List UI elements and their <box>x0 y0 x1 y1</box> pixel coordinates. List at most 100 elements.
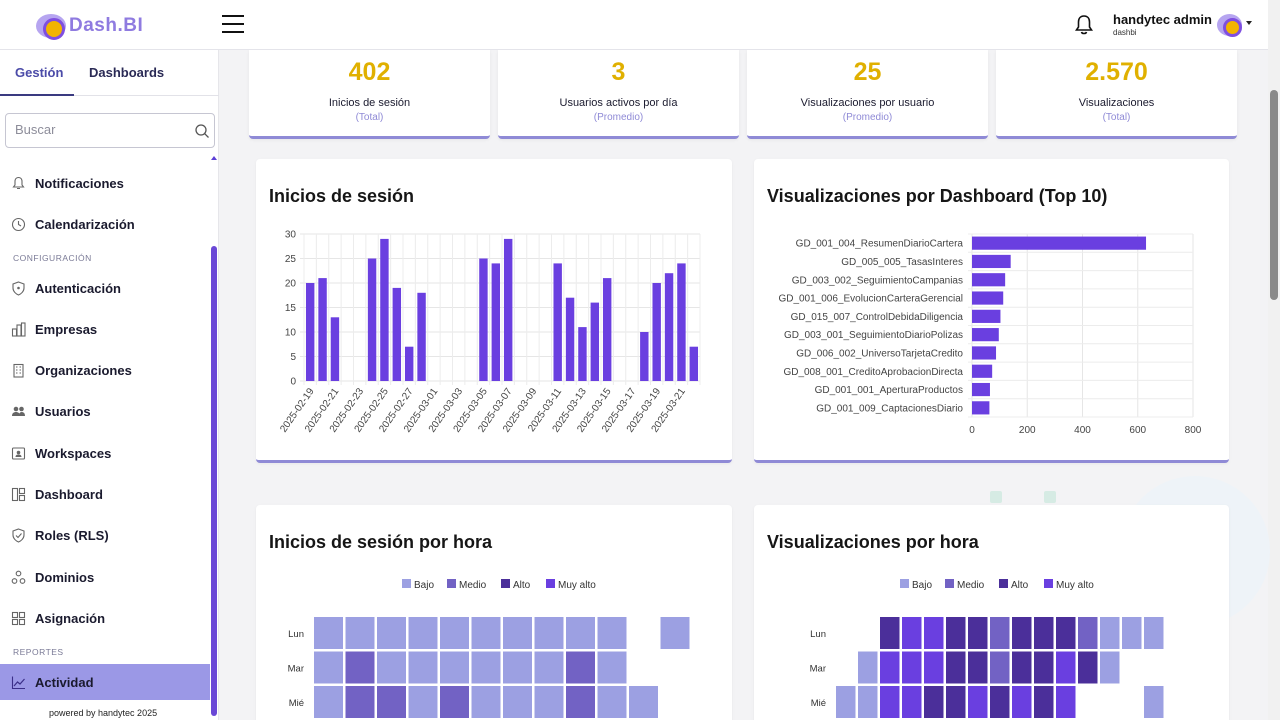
heatmap-cell <box>534 651 564 684</box>
kpi-value: 2.570 <box>1085 58 1148 86</box>
legend-label: Muy alto <box>558 580 596 591</box>
heatmap-cell <box>345 651 375 684</box>
x-tick-label: 200 <box>1019 425 1036 436</box>
chevron-down-icon[interactable] <box>1246 21 1252 25</box>
bar <box>565 297 575 381</box>
bar <box>972 328 999 342</box>
sidebar-item-workspaces[interactable]: Workspaces <box>0 435 210 471</box>
sidebar-item-asignacion[interactable]: Asignación <box>0 600 210 636</box>
tab-gestion[interactable]: Gestión <box>15 65 64 80</box>
logins-bar-chart: 0510152025302025-02-192025-02-212025-02-… <box>278 230 701 435</box>
legend-label: Bajo <box>414 580 434 591</box>
y-tick-label: GD_001_009_CaptacionesDiario <box>816 403 963 414</box>
heatmap-cell <box>946 686 966 718</box>
heatmap-cell <box>924 686 944 718</box>
top-bar: Dash.BI handytec admin dashbi <box>0 0 1268 50</box>
bar <box>972 236 1147 250</box>
y-tick-label: GD_006_002_UniversoTarjetaCredito <box>796 348 963 359</box>
y-tick-label: 10 <box>285 328 297 339</box>
kpi-card-views: 2.570 Visualizaciones (Total) <box>996 50 1237 139</box>
heatmap-cell <box>345 686 375 718</box>
heatmap-cell <box>990 651 1010 684</box>
heatmap-cell <box>1012 617 1032 649</box>
heatmap-cell <box>629 686 658 718</box>
scrollbar-thumb[interactable] <box>1270 90 1278 300</box>
legend-swatch <box>900 579 909 588</box>
heatmap-cell <box>660 617 690 649</box>
bar <box>972 346 997 360</box>
heatmap-cell <box>946 617 966 649</box>
sidebar-item-dominios[interactable]: Dominios <box>0 559 210 595</box>
user-menu[interactable]: handytec admin dashbi <box>1113 12 1212 37</box>
page-scrollbar[interactable] <box>1268 0 1280 720</box>
legend-swatch <box>447 579 456 588</box>
legend-label: Alto <box>1011 580 1029 591</box>
legend-label: Muy alto <box>1056 580 1094 591</box>
bar <box>491 263 501 381</box>
sidebar-item-notificaciones[interactable]: Notificaciones <box>0 165 210 201</box>
kpi-card-views-per-user: 25 Visualizaciones por usuario (Promedio… <box>747 50 988 139</box>
heatmap-cell <box>1012 651 1032 684</box>
logo[interactable]: Dash.BI <box>36 12 143 40</box>
bar <box>330 317 340 381</box>
sidebar-item-label: Roles (RLS) <box>35 528 109 543</box>
avatar[interactable] <box>1217 14 1242 37</box>
card-title: Inicios de sesión <box>269 186 415 206</box>
y-tick-label: 15 <box>285 303 297 314</box>
heatmap-cell <box>880 686 900 718</box>
hamburger-icon <box>222 15 244 17</box>
y-tick-label: GD_008_001_CreditoAprobacionDirecta <box>783 367 963 378</box>
row-label: Mar <box>810 664 826 675</box>
bar <box>590 302 600 381</box>
buildings-icon <box>11 322 26 337</box>
heatmap-cell <box>314 686 343 718</box>
sidebar-scroll-up-icon[interactable] <box>211 156 217 160</box>
tab-dashboards[interactable]: Dashboards <box>89 65 165 80</box>
heatmap-cell <box>1144 686 1164 718</box>
sidebar-scrollbar[interactable] <box>211 246 217 716</box>
sidebar-item-dashboard[interactable]: Dashboard <box>0 476 210 512</box>
legend-swatch <box>546 579 555 588</box>
sidebar-item-usuarios[interactable]: Usuarios <box>0 393 210 429</box>
sidebar-item-calendarizacion[interactable]: Calendarización <box>0 206 210 242</box>
sidebar-item-label: Organizaciones <box>35 363 132 378</box>
kpi-card-active-users: 3 Usuarios activos por día (Promedio) <box>498 50 739 139</box>
grid-icon <box>11 611 26 626</box>
heatmap-cell <box>968 686 988 718</box>
notifications-bell-icon[interactable] <box>1074 14 1094 36</box>
search-icon[interactable] <box>194 123 210 139</box>
heatmap-cell <box>314 651 343 684</box>
heatmap-cell <box>1056 617 1076 649</box>
card-logins-chart: Inicios de sesión 0 5 10 15 20 25 30 2025-02-19… <box>256 159 732 463</box>
heatmap-cell <box>880 617 900 649</box>
menu-toggle-button[interactable] <box>222 15 244 35</box>
row-label: Lun <box>810 629 826 640</box>
heatmap-cell <box>968 651 988 684</box>
sidebar-item-organizaciones[interactable]: Organizaciones <box>0 352 210 388</box>
card-logins-hour-heatmap: Inicios de sesión por hora Bajo Medio Alto… <box>256 505 732 720</box>
heatmap-cell <box>377 651 406 684</box>
background-decoration-squares <box>990 490 1110 521</box>
heatmap-cell <box>1056 686 1076 718</box>
heatmap-cell <box>440 686 469 718</box>
kpi-subtitle: (Promedio) <box>842 112 893 123</box>
section-title-configuracion: CONFIGURACIÓN <box>13 253 92 263</box>
bar <box>318 278 327 381</box>
active-tab-indicator <box>0 94 74 96</box>
y-tick-label: GD_001_001_AperturaProductos <box>815 385 963 396</box>
heatmap-cell <box>440 651 469 684</box>
heatmap-cell <box>1122 617 1142 649</box>
sidebar-item-empresas[interactable]: Empresas <box>0 311 210 347</box>
heatmap-cell <box>902 617 922 649</box>
heatmap-cell <box>408 651 438 684</box>
bar <box>503 238 513 381</box>
workspace-icon <box>11 447 26 460</box>
section-title-reportes: REPORTES <box>13 647 64 657</box>
bar <box>305 283 315 381</box>
search-input[interactable] <box>15 122 185 137</box>
sidebar-item-autenticacion[interactable]: Autenticación <box>0 270 210 306</box>
sidebar-item-roles[interactable]: Roles (RLS) <box>0 517 210 553</box>
bar <box>972 309 1001 323</box>
kpi-label: Inicios de sesión <box>328 97 411 109</box>
sidebar-item-actividad[interactable]: Actividad <box>0 664 210 700</box>
